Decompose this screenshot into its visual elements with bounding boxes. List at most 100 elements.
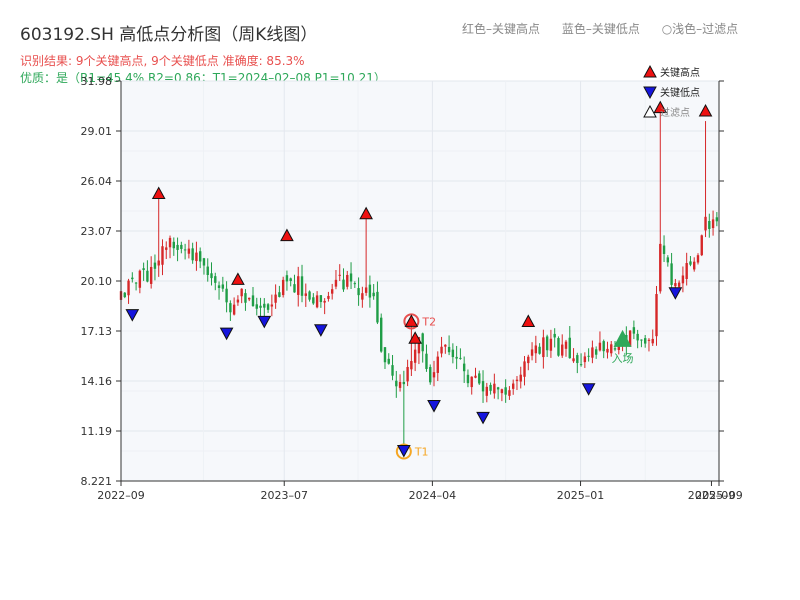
candle-body xyxy=(297,276,300,295)
t2-high-marker xyxy=(404,314,419,327)
candle-body xyxy=(251,295,255,307)
key-high-marker xyxy=(521,314,536,327)
t1-low-marker xyxy=(396,445,411,458)
candle-body xyxy=(670,263,673,285)
candle-body xyxy=(447,346,451,353)
y-tick-label: 11.19 xyxy=(81,425,113,438)
candle-body xyxy=(131,277,134,280)
t1-circle xyxy=(395,443,412,460)
candle-body xyxy=(221,284,225,289)
candle-body xyxy=(338,274,341,276)
candle-body xyxy=(504,387,507,395)
candle-body xyxy=(489,384,492,391)
y-tick-label: 29.01 xyxy=(81,125,113,138)
candle-body xyxy=(564,341,568,349)
candle-body xyxy=(610,344,613,354)
candle-body xyxy=(542,337,545,358)
candle-body xyxy=(346,274,349,287)
candle-body xyxy=(662,245,666,254)
candle-body xyxy=(436,356,439,373)
x-tick-label: 2023–07 xyxy=(260,489,308,502)
candle-body xyxy=(481,381,485,392)
legend-filtered: ○浅色–过滤点 xyxy=(661,22,739,36)
candle-body xyxy=(500,389,504,394)
candle-body xyxy=(628,330,632,347)
candle-body xyxy=(711,219,715,229)
candle-body xyxy=(134,282,138,284)
candle-body xyxy=(123,292,126,298)
candle-body xyxy=(655,294,658,337)
candle-body xyxy=(165,247,168,250)
candle-body xyxy=(549,338,553,351)
candle-body xyxy=(530,349,534,356)
candle-body xyxy=(576,355,579,364)
key-high-marker xyxy=(231,272,245,285)
candle-body xyxy=(266,304,270,310)
y-tick-label: 26.04 xyxy=(81,175,113,188)
candle-body xyxy=(602,341,605,352)
candle-body xyxy=(334,279,338,287)
candle-body xyxy=(383,347,387,363)
candle-body xyxy=(696,255,700,263)
candle-body xyxy=(372,292,375,297)
legend-label: 关键高点 xyxy=(660,66,700,79)
candle-body xyxy=(402,381,406,385)
candle-body xyxy=(327,295,330,299)
candle-body xyxy=(172,241,175,249)
candle-body xyxy=(198,251,202,262)
result-line: 识别结果: 9个关键高点, 9个关键低点 准确度: 85.3% xyxy=(20,54,305,68)
candle-body xyxy=(591,347,594,358)
candle-body xyxy=(444,344,447,347)
candle-body xyxy=(259,305,262,308)
candle-body xyxy=(168,237,172,248)
candle-body xyxy=(451,349,455,358)
candle-body xyxy=(459,357,462,359)
candle-body xyxy=(323,300,326,303)
chart-title: 603192.SH 高低点分析图（周K线图） xyxy=(20,25,318,45)
candle-body xyxy=(353,283,357,285)
key-low-marker xyxy=(581,383,596,396)
candle-body xyxy=(368,284,372,298)
key-high-marker xyxy=(653,100,668,114)
key-low-marker xyxy=(476,411,490,425)
candle-body xyxy=(142,268,145,270)
candle-body xyxy=(183,249,187,251)
candle-body xyxy=(647,339,651,341)
candle-body xyxy=(410,361,413,370)
candle-body xyxy=(217,285,221,289)
entry-label: 入场 xyxy=(612,351,634,365)
candle-body xyxy=(485,386,489,396)
key-high-marker xyxy=(698,103,713,117)
x-tick-label: 2025–09 xyxy=(695,489,743,502)
candle-body xyxy=(210,273,213,279)
candle-body xyxy=(281,279,285,296)
candle-body xyxy=(380,317,383,352)
top-legend: 红色–关键高点 蓝色–关键低点 ○浅色–过滤点 xyxy=(462,20,756,37)
candle-body xyxy=(708,220,711,229)
key-low-marker xyxy=(427,400,441,413)
candle-body xyxy=(304,293,307,296)
markers: T1 T2 入场 xyxy=(125,100,713,460)
candle-body xyxy=(157,260,160,266)
key-high-marker xyxy=(280,228,294,242)
candle-body xyxy=(538,346,541,354)
candles xyxy=(119,109,719,448)
y-tick-label: 17.13 xyxy=(81,325,113,338)
legend-label: 关键低点 xyxy=(660,86,700,99)
candle-body xyxy=(632,327,636,334)
legend-high-symbol xyxy=(643,64,657,78)
candle-body xyxy=(153,262,157,269)
candle-body xyxy=(376,291,379,323)
candle-body xyxy=(568,337,571,359)
candle-body xyxy=(674,283,677,287)
key-low-marker xyxy=(125,309,140,322)
candle-body xyxy=(553,333,556,338)
candle-body xyxy=(470,376,473,388)
candle-body xyxy=(640,339,643,341)
candle-body xyxy=(255,304,258,309)
candle-body xyxy=(357,288,360,296)
entry-marker xyxy=(613,329,632,347)
candle-body xyxy=(572,358,575,362)
